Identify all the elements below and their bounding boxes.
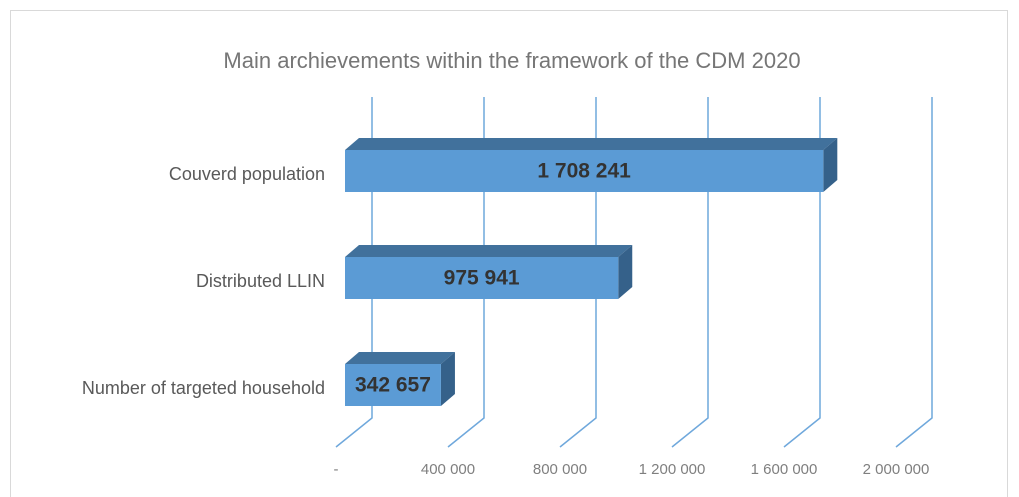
category-label: Distributed LLIN <box>196 271 325 291</box>
grid-line <box>895 97 933 448</box>
bar <box>345 245 633 299</box>
chart-title: Main archievements within the framework … <box>223 48 800 73</box>
x-tick-label: 400 000 <box>421 461 475 478</box>
grid-line <box>783 97 821 448</box>
bar-front <box>345 257 619 299</box>
x-tick-label: - <box>334 461 339 478</box>
bar-top <box>345 245 633 257</box>
grid-line <box>335 97 373 448</box>
x-tick-label: 2 000 000 <box>863 461 930 478</box>
x-tick-label: 800 000 <box>533 461 587 478</box>
category-label: Number of targeted household <box>82 378 325 398</box>
bar <box>345 352 455 406</box>
bar <box>345 138 838 192</box>
value-label: 975 941 <box>444 267 520 290</box>
bar-top <box>345 352 455 364</box>
bar-side <box>618 245 633 299</box>
bar-side <box>823 138 838 192</box>
bar-front <box>345 364 441 406</box>
grid-line <box>447 97 485 448</box>
bar-front <box>345 150 824 192</box>
bar-top <box>345 138 838 150</box>
grid-line <box>559 97 597 448</box>
bar-side <box>440 352 455 406</box>
x-tick-label: 1 200 000 <box>639 461 706 478</box>
x-tick-label: 1 600 000 <box>751 461 818 478</box>
grid-line <box>671 97 709 448</box>
value-label: 1 708 241 <box>537 160 631 183</box>
value-label: 342 657 <box>355 374 431 397</box>
category-label: Couverd population <box>169 164 325 184</box>
